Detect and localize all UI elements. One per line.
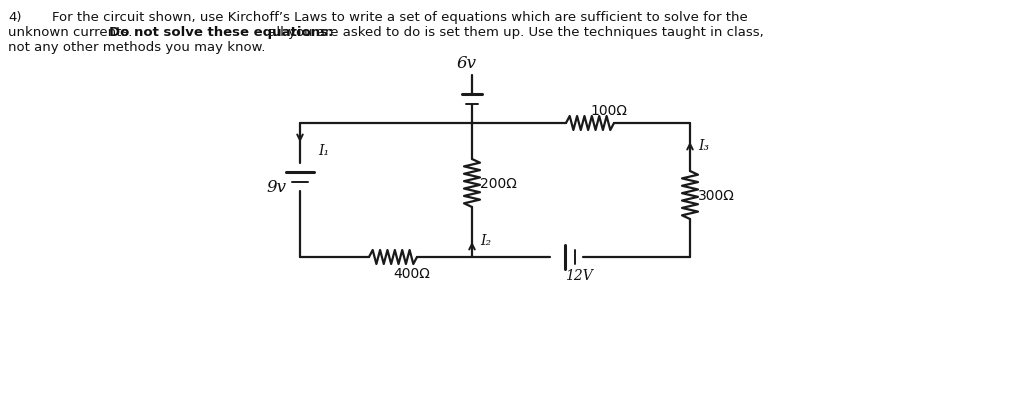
Text: I₃: I₃ [698,139,710,153]
Text: unknown currents.: unknown currents. [8,26,136,39]
Text: Do not solve these equations:: Do not solve these equations: [109,26,334,39]
Text: I₂: I₂ [480,233,492,247]
Text: 9v: 9v [266,179,286,196]
Text: 4): 4) [8,11,22,24]
Text: 100Ω: 100Ω [590,104,627,118]
Text: 300Ω: 300Ω [698,189,735,202]
Text: not any other methods you may know.: not any other methods you may know. [8,41,265,54]
Text: 6v: 6v [457,54,477,71]
Text: I₁: I₁ [318,144,329,158]
Text: For the circuit shown, use Kirchoff’s Laws to write a set of equations which are: For the circuit shown, use Kirchoff’s La… [52,11,748,24]
Text: 400Ω: 400Ω [393,266,430,280]
Text: 200Ω: 200Ω [480,177,517,190]
Text: 12V: 12V [565,269,593,282]
Text: all you are asked to do is set them up. Use the techniques taught in class,: all you are asked to do is set them up. … [264,26,764,39]
